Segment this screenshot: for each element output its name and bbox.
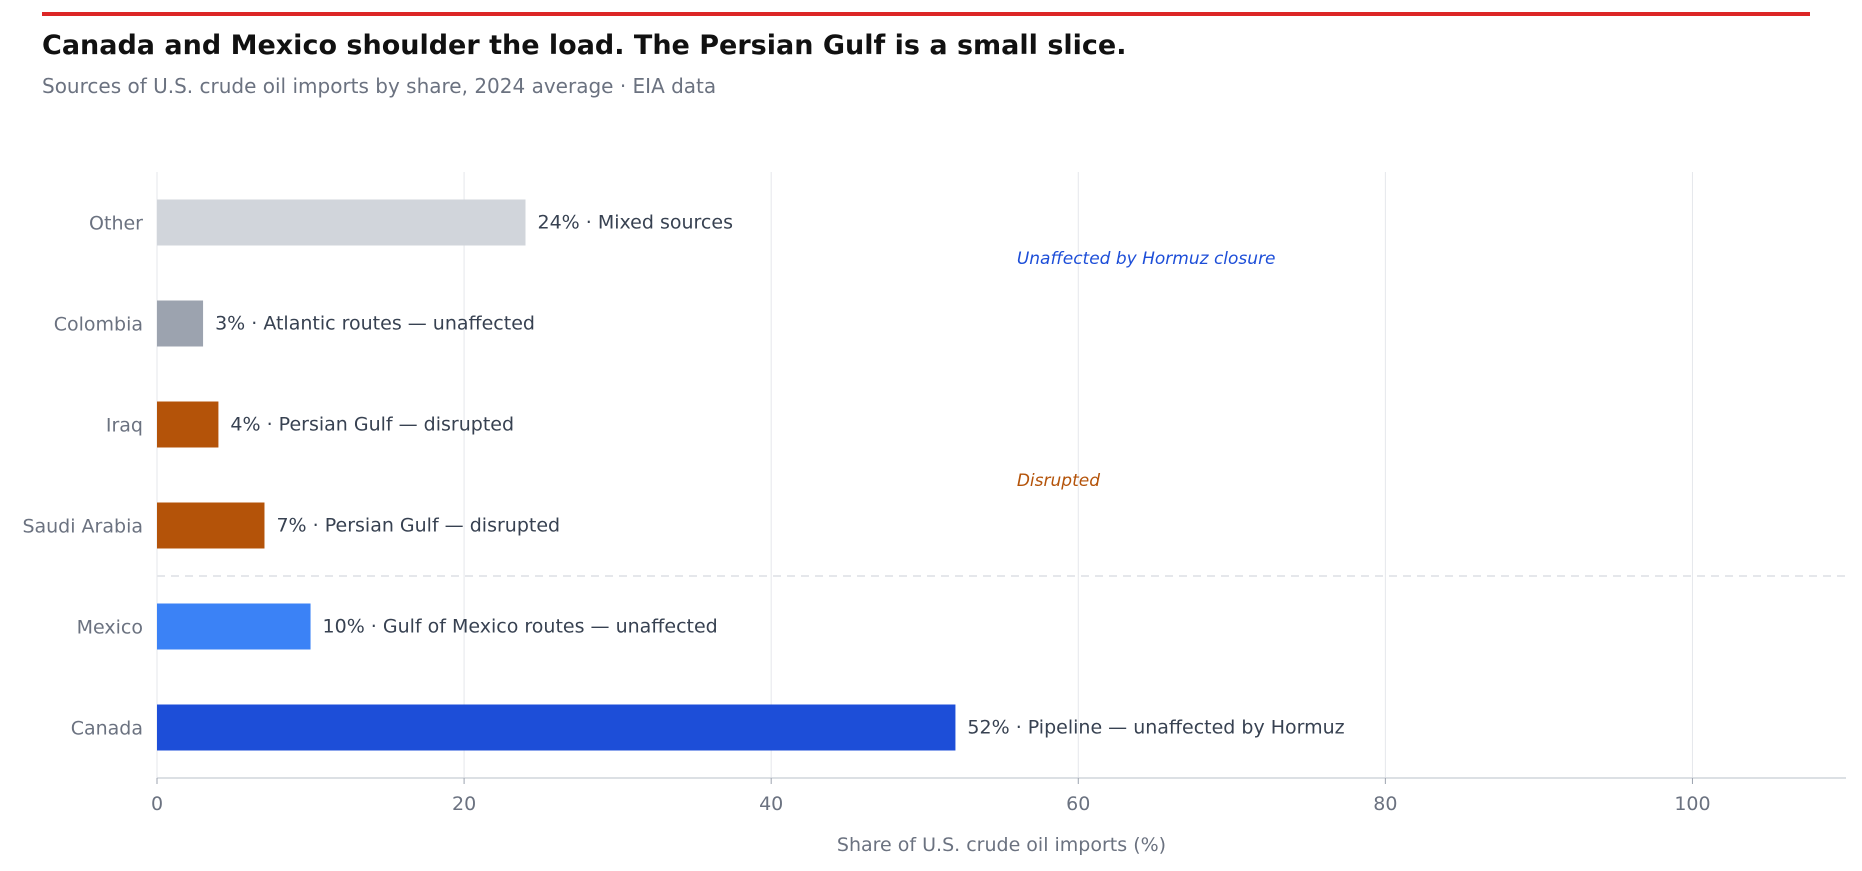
y-category-label: Iraq: [106, 415, 143, 437]
chart-annotation: Unaffected by Hormuz closure: [1017, 249, 1276, 269]
x-tick-label: 20: [452, 793, 476, 815]
bar-colombia: [157, 300, 204, 347]
bar-mexico: [157, 603, 311, 650]
x-axis-title: Share of U.S. crude oil imports (%): [837, 834, 1166, 856]
y-category-label: Saudi Arabia: [22, 516, 143, 538]
x-tick-label: 40: [759, 793, 783, 815]
x-tick-label: 60: [1066, 793, 1090, 815]
x-tick-label: 80: [1373, 793, 1397, 815]
chart-annotation: Disrupted: [1017, 471, 1100, 491]
y-category-label: Canada: [71, 718, 143, 740]
y-category-label: Other: [89, 213, 143, 235]
bar-data-label: 7% · Persian Gulf — disrupted: [276, 515, 560, 537]
chart-subtitle: Sources of U.S. crude oil imports by sha…: [42, 74, 717, 98]
bar-data-label: 10% · Gulf of Mexico routes — unaffected: [323, 616, 718, 638]
bar-saudi-arabia: [157, 502, 265, 549]
bar-iraq: [157, 401, 219, 448]
bar-data-label: 24% · Mixed sources: [538, 212, 733, 234]
chart-title: Canada and Mexico shoulder the load. The…: [42, 30, 1127, 61]
bar-canada: [157, 704, 956, 751]
bar-other: [157, 199, 526, 246]
y-category-label: Colombia: [54, 314, 143, 336]
y-category-label: Mexico: [77, 617, 143, 639]
bar-data-label: 3% · Atlantic routes — unaffected: [215, 313, 535, 335]
accent-bar: [42, 12, 1810, 16]
x-tick-label: 0: [151, 793, 163, 815]
bar-data-label: 4% · Persian Gulf — disrupted: [230, 414, 514, 436]
bar-data-label: 52% · Pipeline — unaffected by Hormuz: [967, 717, 1344, 739]
x-tick-label: 100: [1674, 793, 1710, 815]
